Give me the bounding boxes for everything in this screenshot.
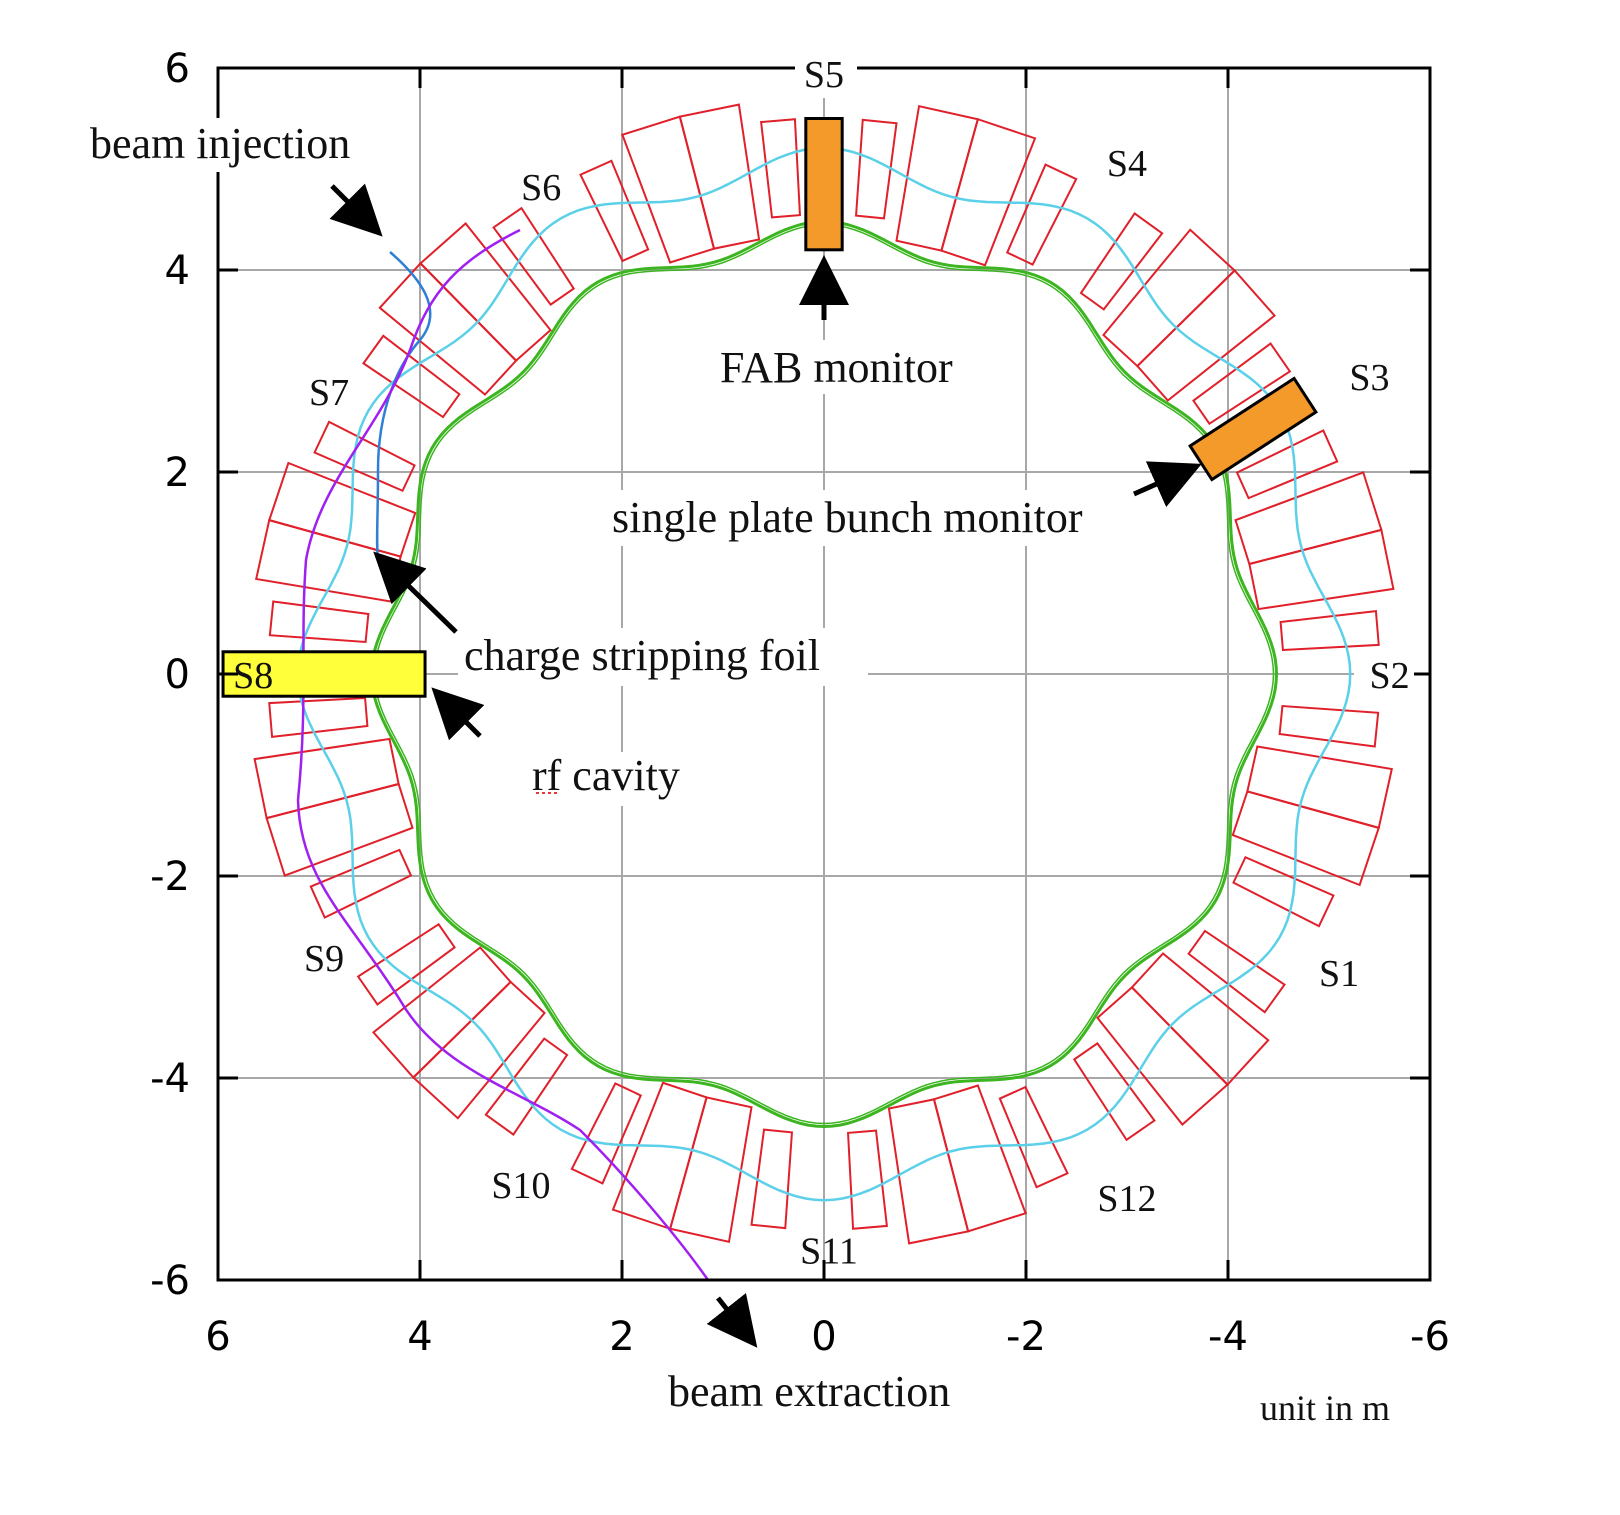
components — [221, 117, 1318, 698]
magnet-block-a — [887, 1098, 970, 1245]
sector-magnets — [253, 103, 1395, 1245]
magnet-small — [760, 118, 801, 219]
section-label-s12: S12 — [1097, 1178, 1156, 1220]
beam-injection-label: beam injection — [90, 119, 350, 168]
magnet-block-a — [611, 1081, 708, 1231]
section-label-s1: S1 — [1319, 953, 1359, 995]
tick-labels: 6 4 2 0 -2 -4 -6 6 4 2 0 -2 -4 -6 — [150, 46, 1450, 1360]
section-label-s9: S9 — [304, 938, 344, 980]
fab-monitor — [804, 117, 844, 252]
magnet-block-b — [1234, 471, 1383, 566]
magnet-small — [1278, 704, 1380, 748]
magnet-block-b — [668, 1096, 753, 1244]
magnet-block-b — [1130, 952, 1270, 1087]
magnet-block-a — [678, 103, 761, 250]
x-tick-label: 0 — [811, 1314, 836, 1360]
magnet-block-b — [1102, 228, 1237, 368]
magnet-small — [492, 206, 576, 306]
y-tick-label: 0 — [165, 652, 190, 698]
y-tick-label: 6 — [165, 46, 190, 92]
injection-orbit — [375, 251, 432, 561]
x-tick-label: 2 — [609, 1314, 634, 1360]
unit-label: unit in m — [1260, 1388, 1390, 1428]
section-labels: S1 S2 S3 S4 S5 S6 S7 S8 S9 S10 S11 S12 — [233, 54, 1410, 1273]
magnet-small — [1005, 163, 1078, 266]
x-tick-label: -2 — [1006, 1314, 1046, 1360]
x-tick-label: 6 — [205, 1314, 230, 1360]
fab-monitor-label: FAB monitor — [720, 343, 953, 392]
section-label-s6: S6 — [521, 167, 561, 209]
section-label-s5: S5 — [804, 54, 844, 96]
section-label-s10: S10 — [491, 1165, 550, 1207]
section-label-s7: S7 — [309, 372, 349, 414]
section-label-s11: S11 — [800, 1231, 858, 1273]
magnet-block-b — [1246, 745, 1394, 830]
magnet-small — [313, 420, 416, 493]
extraction-orbit — [296, 228, 710, 1281]
section-label-s8: S8 — [233, 655, 273, 697]
y-tick-label: 4 — [165, 248, 190, 294]
magnet-block-a — [940, 117, 1037, 267]
magnet-block-b — [378, 261, 518, 396]
x-tick-label: -4 — [1208, 1314, 1248, 1360]
magnet-small — [268, 697, 369, 738]
magnet-small — [1079, 212, 1164, 311]
magnet-block-b — [621, 115, 716, 264]
beam-extraction-label: beam extraction — [668, 1367, 950, 1416]
magnet-small — [1279, 610, 1380, 651]
foil-arrow-icon — [373, 551, 458, 634]
rf-cavity — [221, 650, 427, 698]
bunch-monitor-arrow-icon — [1132, 461, 1202, 508]
magnet-small — [750, 1128, 794, 1230]
magnet-small — [356, 922, 456, 1006]
magnet-block-a — [1248, 528, 1395, 611]
magnet-small — [1072, 1042, 1156, 1142]
annotation-labels: beam injection FAB monitor single plate … — [86, 52, 1414, 1428]
magnet-small — [309, 848, 413, 919]
magnet-block-a — [253, 737, 400, 820]
y-tick-label: -4 — [150, 1056, 190, 1102]
y-tick-label: 2 — [165, 450, 190, 496]
magnet-small — [579, 159, 650, 263]
stripping-foil-label: charge stripping foil — [464, 631, 820, 680]
x-tick-label: -6 — [1410, 1314, 1450, 1360]
magnet-block-a — [1231, 790, 1381, 887]
magnet-block-a — [267, 461, 417, 558]
y-tick-label: -2 — [150, 854, 190, 900]
section-label-s4: S4 — [1107, 143, 1147, 185]
magnet-small — [1232, 855, 1335, 928]
magnet-small — [847, 1129, 888, 1230]
bunch-monitor-label: single plate bunch monitor — [612, 493, 1083, 542]
magnet-small — [1187, 929, 1286, 1014]
magnet-block-b — [265, 782, 414, 877]
rf-arrow-icon — [431, 687, 485, 741]
extraction-arrow-icon — [706, 1293, 758, 1348]
magnet-small — [1235, 429, 1339, 500]
section-label-s3: S3 — [1349, 357, 1389, 399]
magnet-small — [854, 118, 898, 220]
y-tick-label: -6 — [150, 1258, 190, 1304]
magnet-small — [998, 1085, 1069, 1189]
magnet-block-b — [895, 104, 980, 252]
rf-cavity-label: rf cavity — [532, 751, 680, 800]
injection-arrow-icon — [329, 183, 383, 237]
magnet-block-b — [411, 980, 546, 1120]
magnet-block-b — [932, 1084, 1027, 1233]
section-label-s2: S2 — [1370, 655, 1410, 697]
x-tick-label: 4 — [407, 1314, 432, 1360]
